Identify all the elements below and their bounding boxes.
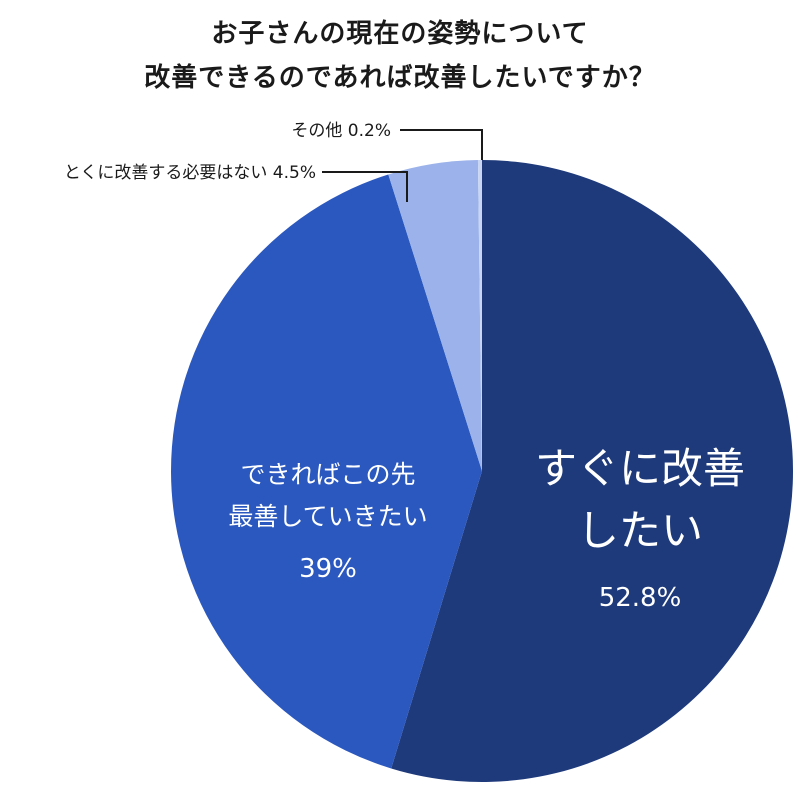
leader-line-no-need xyxy=(322,171,408,202)
slice-label-immediately-line-2: したい xyxy=(577,506,703,555)
slice-label-if-possible-line-2: 最善していきたい xyxy=(228,502,427,531)
slice-value-if-possible: 39% xyxy=(299,554,357,584)
chart-title-line-2: 改善できるのであれば改善したいですか？ xyxy=(144,63,656,93)
slice-label-if-possible-line-1: できればこの先 xyxy=(240,460,415,489)
leader-line-other xyxy=(400,129,483,160)
callout-label-other: その他 0.2% xyxy=(291,121,391,141)
slice-label-immediately-line-1: すぐに改善 xyxy=(535,444,745,493)
slice-no-need xyxy=(388,160,482,471)
callout-label-no-need: とくに改善する必要はない 4.5% xyxy=(64,163,316,183)
chart-title-line-1: お子さんの現在の姿勢について xyxy=(211,19,589,49)
slice-immediately xyxy=(391,160,794,782)
slice-other xyxy=(477,160,482,471)
slice-if-possible xyxy=(171,174,483,769)
slice-value-immediately: 52.8% xyxy=(599,583,682,613)
chart-title: お子さんの現在の姿勢について 改善できるのであれば改善したいですか？ xyxy=(0,12,800,100)
